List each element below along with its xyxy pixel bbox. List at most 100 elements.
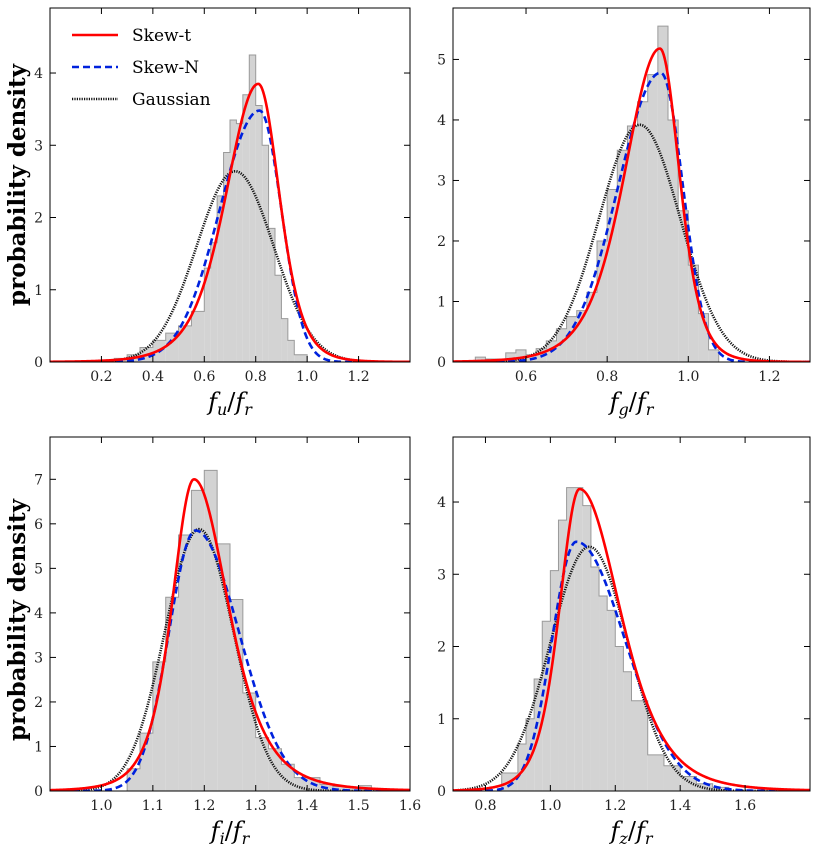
y-tick-label: 4 — [34, 66, 43, 82]
y-tick-label: 3 — [437, 173, 446, 189]
histogram-bar — [178, 534, 192, 791]
histogram-bar — [647, 754, 664, 791]
y-tick-label: 4 — [34, 606, 43, 622]
histogram — [100, 54, 308, 362]
histogram-bar — [582, 505, 591, 791]
histogram-bar — [505, 352, 516, 362]
y-tick-label: 2 — [34, 695, 43, 711]
y-tick-label: 0 — [437, 355, 446, 371]
x-tick-label: 1.0 — [90, 798, 112, 814]
panel-u: 0.2 0.4 0.6 0.8 1.0 1.2 0 1 2 3 4 fu/fr — [34, 7, 411, 419]
histogram-bar — [597, 240, 608, 362]
legend-label: Skew-N — [132, 58, 199, 78]
x-tick-label: 1.4 — [669, 798, 691, 814]
histogram-bar — [165, 333, 179, 362]
histogram-bar — [127, 768, 140, 791]
histogram-bar — [617, 150, 628, 362]
histogram-bar — [623, 671, 632, 791]
legend-label: Gaussian — [132, 90, 211, 110]
legend-gaussian: Gaussian — [72, 90, 211, 110]
skew-t-curve — [453, 487, 810, 791]
histogram-bar — [712, 787, 729, 791]
y-tick-label: 2 — [437, 640, 446, 656]
histogram-bar — [566, 487, 575, 791]
panel-i: 1.0 1.1 1.2 1.3 1.4 1.5 1.6 0 1 2 3 4 5 6 7 fi/fr — [34, 436, 421, 848]
histogram-bar — [668, 119, 679, 362]
y-tick-label: 0 — [34, 784, 43, 800]
x-tick-label: 1.0 — [539, 798, 561, 814]
histogram-bar — [615, 646, 624, 791]
histogram-bar — [698, 313, 709, 362]
histogram-bar — [566, 316, 577, 362]
x-tick-label: 1.2 — [193, 798, 215, 814]
axes-frame — [452, 436, 811, 792]
y-tick-label: 6 — [34, 517, 43, 533]
x-tick-label: 1.0 — [677, 369, 699, 385]
y-tick-label: 3 — [437, 567, 446, 583]
histogram — [474, 25, 720, 362]
histogram-bar — [517, 744, 527, 791]
histogram-bar — [249, 54, 256, 362]
histogram-bar — [294, 354, 308, 362]
histogram-bar — [590, 567, 600, 791]
y-tick-label: 3 — [34, 138, 43, 154]
histogram-bar — [663, 765, 681, 791]
y-tick-label: 4 — [437, 495, 446, 511]
histogram-bar — [178, 325, 192, 362]
histogram-bar — [550, 570, 559, 791]
y-tick-label: 1 — [34, 739, 43, 755]
histogram-bar — [268, 748, 282, 791]
histogram-bar — [576, 310, 587, 362]
histogram-bar — [637, 101, 648, 362]
x-tick-label: 1.1 — [142, 798, 164, 814]
y-tick-label: 1 — [34, 283, 43, 299]
x-axis-label: fi/fr — [209, 817, 251, 848]
histogram-bar — [165, 597, 179, 791]
axes-frame — [49, 7, 411, 363]
histogram-bar — [242, 94, 250, 362]
histogram-bar — [236, 123, 243, 362]
histogram-bar — [688, 265, 699, 362]
histogram-bar — [678, 210, 689, 362]
histogram-bar — [204, 268, 211, 362]
histogram-bar — [556, 328, 567, 362]
y-axis-label-bottom: probability density — [4, 498, 31, 741]
x-tick-label: 0.8 — [596, 369, 618, 385]
y-tick-label: 5 — [437, 52, 446, 68]
histogram-bar — [475, 357, 486, 362]
x-tick-label: 0.8 — [245, 369, 267, 385]
y-axis-label-top: probability density — [4, 63, 31, 306]
x-tick-label: 1.6 — [734, 798, 756, 814]
histogram-bar — [262, 145, 269, 362]
histogram — [126, 469, 385, 791]
histogram-bar — [223, 152, 230, 362]
x-tick-label: 0.8 — [474, 798, 496, 814]
x-tick-label: 1.4 — [296, 798, 318, 814]
histogram-bar — [657, 26, 669, 362]
histogram-bar — [287, 340, 295, 362]
histogram-bar — [255, 737, 269, 791]
x-tick-label: 0.4 — [142, 369, 164, 385]
histogram — [501, 487, 730, 791]
gaussian-curve — [453, 123, 810, 362]
histogram-bar — [281, 318, 288, 362]
histogram-bar — [558, 520, 567, 791]
histogram-bar — [599, 595, 608, 791]
y-tick-label: 7 — [34, 472, 43, 488]
y-tick-label: 0 — [34, 355, 43, 371]
histogram-bar — [607, 189, 618, 362]
x-axis-label: fu/fr — [206, 388, 253, 419]
histogram-bar — [574, 487, 583, 791]
histogram-bar — [647, 74, 658, 362]
y-tick-label: 5 — [34, 561, 43, 577]
y-tick-label: 2 — [34, 211, 43, 227]
legend-label: Skew-t — [132, 26, 191, 46]
histogram-bar — [627, 126, 638, 362]
x-tick-label: 1.3 — [245, 798, 267, 814]
skew-t-curve — [50, 477, 410, 791]
histogram-bar — [631, 700, 648, 791]
y-tick-label: 3 — [34, 650, 43, 666]
skew-n-curve — [50, 529, 410, 791]
x-tick-label: 0.6 — [193, 369, 215, 385]
